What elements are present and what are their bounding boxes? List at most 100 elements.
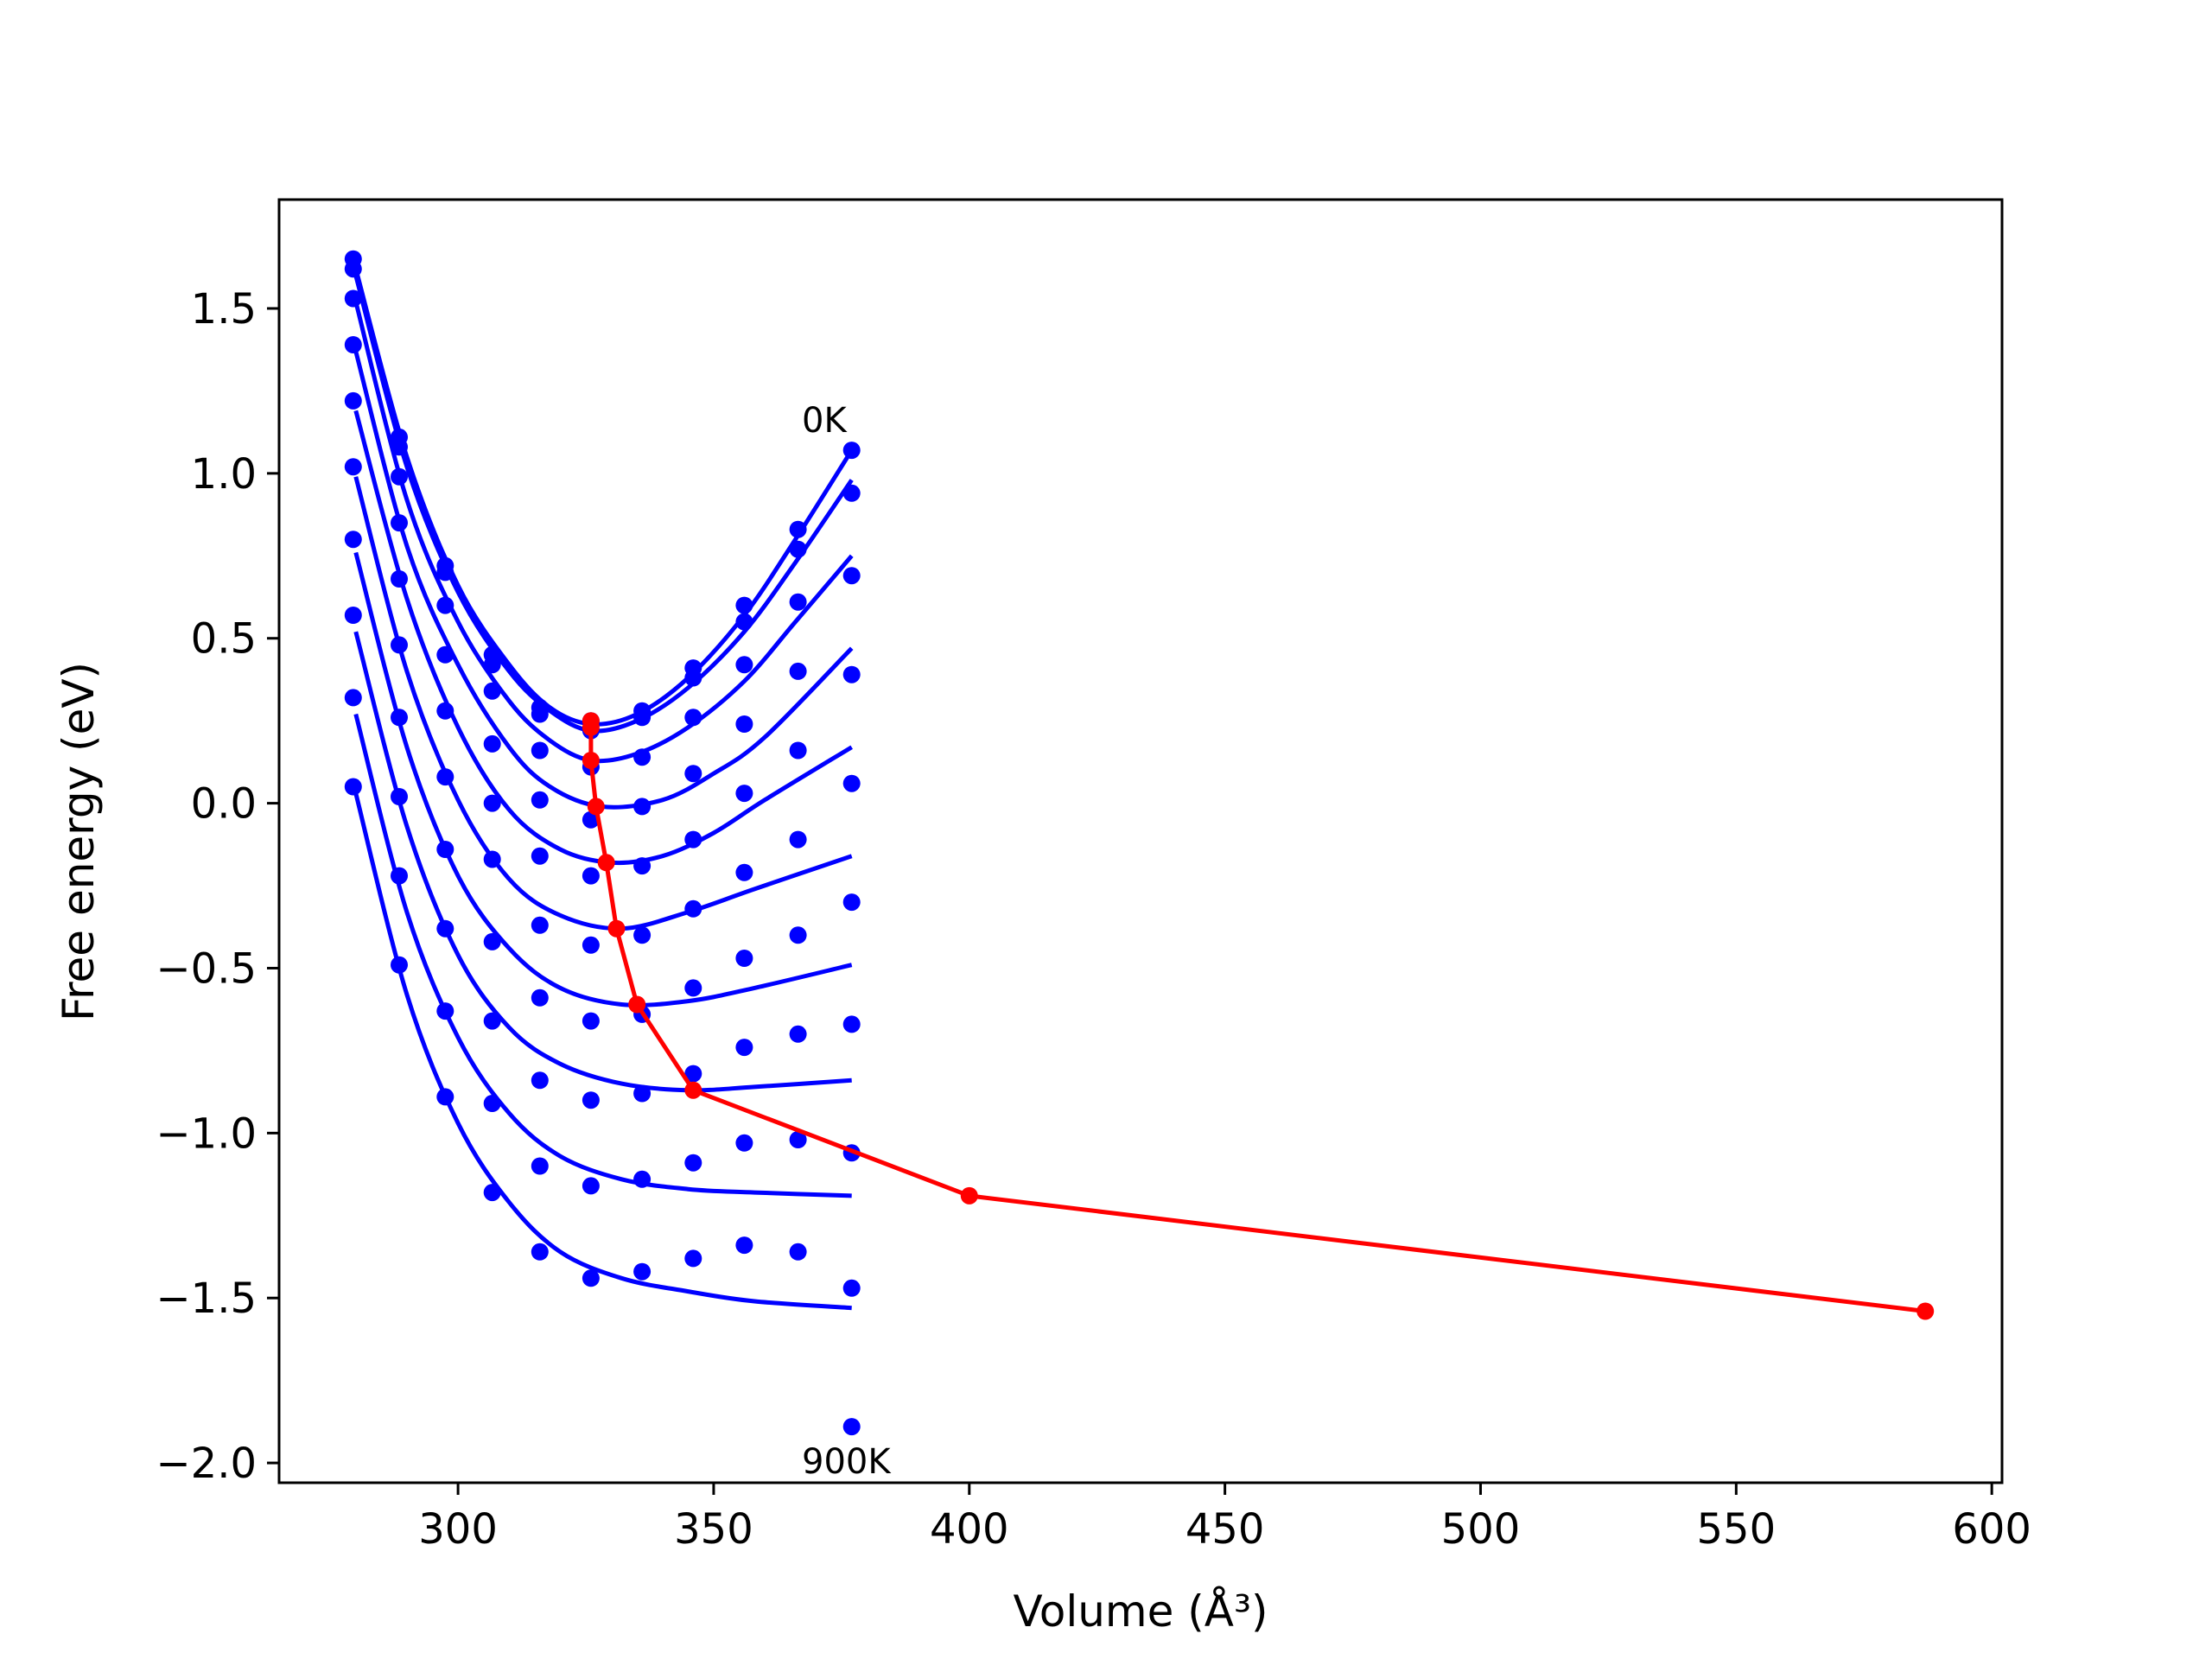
minima-path [582, 712, 1935, 1320]
data-point [436, 1002, 454, 1020]
fit-curve-1 [353, 275, 854, 734]
data-point [633, 926, 652, 944]
data-point [483, 1095, 501, 1112]
data-point [842, 1418, 861, 1436]
data-point [436, 1088, 454, 1106]
data-point [633, 748, 652, 766]
data-point [789, 1025, 807, 1043]
data-point [735, 715, 753, 733]
data-point [684, 765, 702, 783]
data-point [633, 1084, 652, 1103]
data-point [391, 636, 408, 654]
data-point [735, 596, 753, 614]
data-point [344, 778, 362, 796]
data-point [684, 709, 702, 727]
data-point [735, 785, 753, 803]
data-point [531, 1157, 549, 1175]
data-point [391, 867, 408, 885]
data-point [531, 1071, 549, 1090]
data-point [391, 514, 408, 532]
y-axis-ticks: −2.0 −1.5 −1.0 −0.5 0.0 0.5 1.0 1.5 [156, 285, 279, 1488]
data-point [684, 979, 702, 997]
data-point [391, 788, 408, 805]
y-tick-label: 0.5 [191, 615, 257, 664]
y-tick-label: −1.5 [156, 1274, 257, 1323]
fit-curves [353, 268, 854, 1311]
annotation-900k: 900K [802, 1442, 892, 1482]
minima-point [607, 919, 626, 938]
data-point [789, 926, 807, 944]
data-point [684, 830, 702, 849]
data-point [531, 1243, 549, 1261]
data-point [633, 1262, 652, 1281]
data-point [531, 988, 549, 1007]
data-point [531, 705, 549, 723]
x-tick-label: 500 [1441, 1505, 1521, 1554]
data-point [735, 656, 753, 674]
minima-point [597, 854, 615, 872]
data-point [789, 1243, 807, 1261]
data-point [344, 289, 362, 308]
data-point [531, 741, 549, 760]
data-point [735, 863, 753, 881]
minima-path-line [588, 721, 1926, 1313]
y-tick-label: 1.5 [191, 285, 257, 334]
annotation-0k: 0K [802, 401, 848, 441]
data-point [436, 919, 454, 938]
fit-curve-6 [353, 551, 853, 1007]
data-point [391, 570, 408, 588]
data-point [684, 899, 702, 918]
data-point [483, 1012, 501, 1030]
data-point [789, 520, 807, 538]
x-tick-label: 300 [418, 1505, 498, 1554]
x-tick-label: 350 [674, 1505, 753, 1554]
fit-curve-9 [353, 792, 852, 1311]
y-tick-label: −1.0 [156, 1109, 257, 1158]
data-point [842, 484, 861, 502]
data-point [483, 682, 501, 700]
data-point [483, 656, 501, 674]
data-point [436, 563, 454, 582]
data-point [483, 1184, 501, 1202]
data-point [344, 531, 362, 549]
data-point [842, 665, 861, 683]
y-tick-label: −0.5 [156, 944, 257, 993]
data-point [391, 438, 408, 456]
minima-point [684, 1081, 702, 1099]
fit-curve-0 [353, 268, 854, 727]
data-point [391, 956, 408, 974]
data-point [483, 794, 501, 812]
fit-curve-2 [353, 301, 854, 764]
data-point [684, 1249, 702, 1268]
data-point [842, 1279, 861, 1297]
data-point [684, 1154, 702, 1172]
data-point [531, 791, 549, 809]
data-point [436, 841, 454, 858]
x-axis-label: Volume (Å³) [1013, 1586, 1268, 1637]
data-point [344, 260, 362, 278]
fit-curve-8 [353, 713, 852, 1198]
data-point [842, 567, 861, 585]
data-point [582, 936, 600, 954]
data-point [633, 798, 652, 816]
data-point [582, 1177, 600, 1195]
minima-point [582, 752, 600, 769]
data-point [633, 709, 652, 727]
data-point [842, 774, 861, 792]
fit-curve-3 [353, 350, 854, 810]
data-point [582, 1091, 600, 1109]
y-axis-label: Free energy (eV) [54, 662, 104, 1021]
data-point [735, 1134, 753, 1152]
data-point [391, 467, 408, 486]
fit-curve-4 [353, 410, 853, 866]
data-point [436, 645, 454, 664]
data-point [344, 336, 362, 353]
data-point [633, 1170, 652, 1188]
data-point [582, 867, 600, 885]
data-point [842, 442, 861, 460]
data-point [436, 702, 454, 720]
minima-point [960, 1186, 978, 1205]
x-tick-label: 550 [1697, 1505, 1777, 1554]
data-point [735, 1039, 753, 1057]
